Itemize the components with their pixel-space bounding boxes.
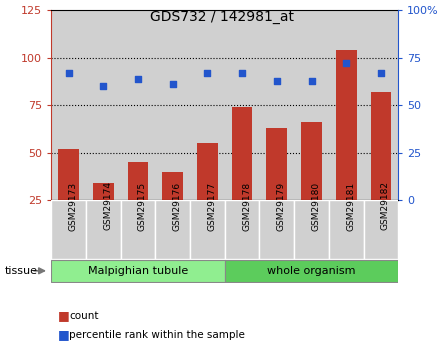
- Point: [273, 78, 280, 83]
- Bar: [232, 107, 252, 200]
- Bar: [267, 128, 287, 200]
- Text: tissue: tissue: [4, 266, 37, 276]
- Point: [169, 81, 176, 87]
- Text: GSM29174: GSM29174: [103, 181, 112, 230]
- Bar: [58, 149, 79, 200]
- Bar: [93, 183, 113, 200]
- Text: GSM29180: GSM29180: [312, 181, 320, 230]
- Text: GSM29173: GSM29173: [69, 181, 77, 230]
- Point: [239, 70, 246, 76]
- Text: GSM29175: GSM29175: [138, 181, 147, 230]
- Text: whole organism: whole organism: [267, 266, 356, 276]
- Bar: [225, 200, 259, 259]
- Bar: [128, 162, 148, 200]
- Point: [308, 78, 315, 83]
- Bar: [121, 200, 155, 259]
- Text: ■: ■: [58, 328, 69, 341]
- Bar: [86, 200, 121, 259]
- Text: Malpighian tubule: Malpighian tubule: [88, 266, 188, 276]
- Bar: [51, 10, 86, 200]
- Bar: [190, 10, 225, 200]
- Text: ■: ■: [58, 309, 69, 322]
- Text: GSM29182: GSM29182: [381, 181, 390, 230]
- Text: GSM29176: GSM29176: [173, 181, 182, 230]
- Point: [134, 76, 142, 81]
- Text: GSM29178: GSM29178: [242, 181, 251, 230]
- Bar: [371, 92, 391, 200]
- Point: [100, 83, 107, 89]
- Bar: [121, 10, 155, 200]
- Bar: [225, 10, 259, 200]
- Bar: [259, 10, 294, 200]
- Bar: [294, 10, 329, 200]
- Bar: [301, 122, 322, 200]
- Point: [377, 70, 384, 76]
- Bar: [225, 260, 398, 282]
- Text: percentile rank within the sample: percentile rank within the sample: [69, 330, 245, 339]
- Text: count: count: [69, 311, 98, 321]
- Bar: [259, 200, 294, 259]
- Bar: [155, 10, 190, 200]
- Bar: [155, 200, 190, 259]
- Bar: [329, 200, 364, 259]
- Point: [204, 70, 211, 76]
- Bar: [294, 200, 329, 259]
- Bar: [364, 10, 398, 200]
- Text: GDS732 / 142981_at: GDS732 / 142981_at: [150, 10, 295, 24]
- Text: GSM29177: GSM29177: [207, 181, 216, 230]
- Bar: [162, 171, 183, 200]
- Point: [65, 70, 72, 76]
- Bar: [51, 200, 86, 259]
- Bar: [336, 50, 356, 200]
- Point: [343, 61, 350, 66]
- Bar: [190, 200, 225, 259]
- Text: GSM29181: GSM29181: [346, 181, 355, 230]
- Text: GSM29179: GSM29179: [277, 181, 286, 230]
- Bar: [86, 10, 121, 200]
- Bar: [364, 200, 398, 259]
- Bar: [329, 10, 364, 200]
- Bar: [51, 260, 225, 282]
- Bar: [197, 143, 218, 200]
